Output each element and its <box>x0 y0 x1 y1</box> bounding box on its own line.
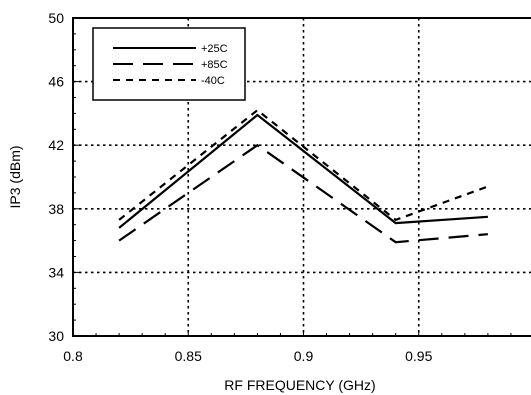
x-tick-label: 0.85 <box>175 348 202 364</box>
x-tick-label: 0.9 <box>294 348 314 364</box>
grid-lines <box>73 18 531 336</box>
y-tick-label: 46 <box>48 74 64 90</box>
series-line-25c <box>118 113 488 229</box>
x-tick-label: 0.8 <box>63 348 83 364</box>
y-axis-title: IP3 (dBm) <box>7 145 23 208</box>
y-tick-label: 30 <box>48 328 64 344</box>
y-tick-label: 34 <box>48 264 64 280</box>
axis-ticks: 0.8 0.85 0.9 0.95 30 34 38 42 46 50 <box>48 10 512 364</box>
legend-label: +85C <box>201 59 228 71</box>
y-tick-label: 50 <box>48 10 64 26</box>
series-line-40c <box>118 108 489 222</box>
y-tick-label: 38 <box>48 201 64 217</box>
x-tick-label: 0.95 <box>405 348 432 364</box>
legend-label: +25C <box>201 43 228 55</box>
series-line-85c <box>118 143 488 244</box>
legend-label: -40C <box>201 75 225 87</box>
y-tick-label: 42 <box>48 137 64 153</box>
x-axis-title: RF FREQUENCY (GHz) <box>224 377 375 393</box>
series-lines <box>118 108 489 244</box>
legend: +25C +85C -40C <box>92 27 246 101</box>
